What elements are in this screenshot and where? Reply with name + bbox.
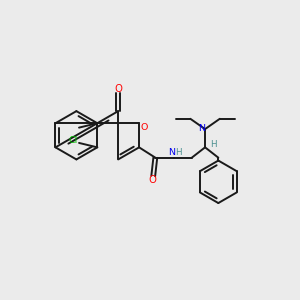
Text: O: O (148, 175, 156, 185)
Text: N: N (168, 148, 175, 157)
Text: H: H (210, 140, 216, 149)
Text: O: O (114, 84, 122, 94)
Text: Cl: Cl (68, 136, 78, 146)
Text: N: N (198, 124, 205, 133)
Text: O: O (140, 122, 148, 131)
Text: H: H (176, 148, 182, 157)
